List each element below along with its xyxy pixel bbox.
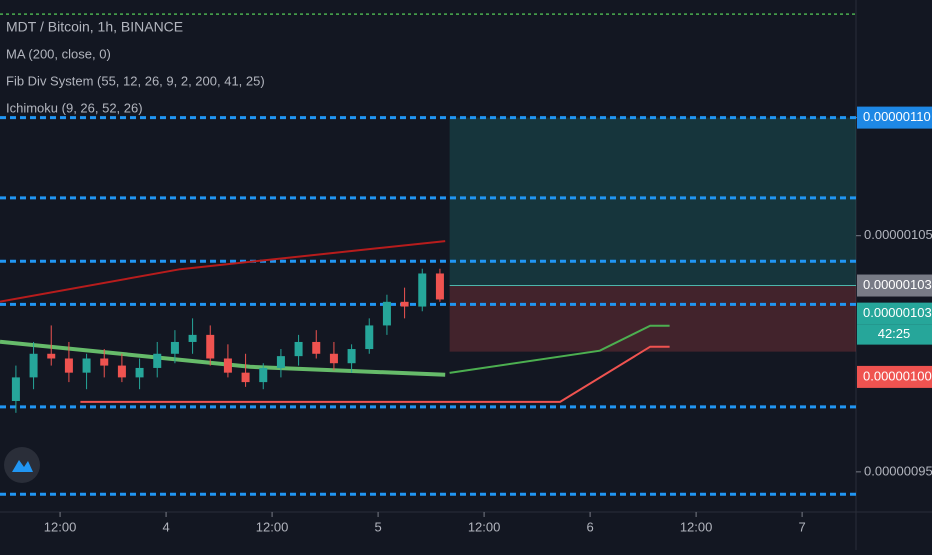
price-label-bg [857, 106, 932, 129]
candle-body [400, 301, 409, 307]
y-tick-label: 0.00000105 [864, 227, 932, 242]
candle-body [64, 358, 73, 373]
x-tick-label: 12:00 [256, 519, 289, 534]
countdown-bg [857, 324, 932, 345]
x-tick-label: 6 [586, 519, 593, 534]
x-tick-label: 4 [162, 519, 169, 534]
candle-body [11, 377, 20, 402]
profit-zone [449, 117, 856, 286]
indicator-label: MA (200, close, 0) [6, 46, 111, 61]
candle-body [347, 349, 356, 364]
chart-title: MDT / Bitcoin, 1h, BINANCE [6, 19, 183, 35]
price-label: 0.00000103 [863, 305, 932, 320]
x-tick-label: 5 [374, 519, 381, 534]
candle-body [418, 273, 427, 307]
indicator-line [0, 339, 446, 377]
indicator-line [449, 324, 670, 374]
y-tick-label: 0.00000095 [864, 463, 932, 478]
candle-body [82, 358, 91, 373]
candle-body [117, 365, 126, 378]
candle-body [365, 325, 374, 350]
price-label: 0.00000103 [863, 277, 932, 292]
candle-body [29, 353, 38, 378]
loss-zone [449, 285, 856, 352]
candle-body [382, 301, 391, 326]
candle-body [294, 341, 303, 357]
candle-body [188, 334, 197, 342]
indicator-label: Ichimoku (9, 26, 52, 26) [6, 100, 143, 115]
price-label: 0.00000100 [863, 368, 932, 383]
x-tick-label: 12:00 [468, 519, 501, 534]
indicator-line [80, 345, 670, 403]
x-tick-label: 7 [798, 519, 805, 534]
x-tick-label: 12:00 [680, 519, 713, 534]
indicator-line [0, 240, 446, 303]
candle-body [135, 367, 144, 378]
price-label-bg [857, 302, 932, 325]
price-label-bg [857, 365, 932, 388]
countdown: 42:25 [878, 326, 911, 341]
candle-body [276, 356, 285, 368]
candle-body [241, 372, 250, 383]
candle-body [153, 353, 162, 368]
candle-body [312, 341, 321, 354]
plot [0, 13, 856, 496]
price-label-bg [857, 274, 932, 297]
price-label: 0.00000110 [863, 109, 931, 124]
indicator-label: Fib Div System (55, 12, 26, 9, 2, 200, 4… [6, 73, 265, 88]
candle-body [259, 367, 268, 383]
candle-body [329, 353, 338, 364]
candle-body [47, 353, 56, 359]
candle-body [170, 341, 179, 354]
candle-body [223, 358, 232, 373]
candle-body [100, 358, 109, 366]
candle-body [435, 273, 444, 300]
x-tick-label: 12:00 [44, 519, 77, 534]
candle-body [206, 334, 215, 359]
logo-icon [12, 460, 33, 472]
